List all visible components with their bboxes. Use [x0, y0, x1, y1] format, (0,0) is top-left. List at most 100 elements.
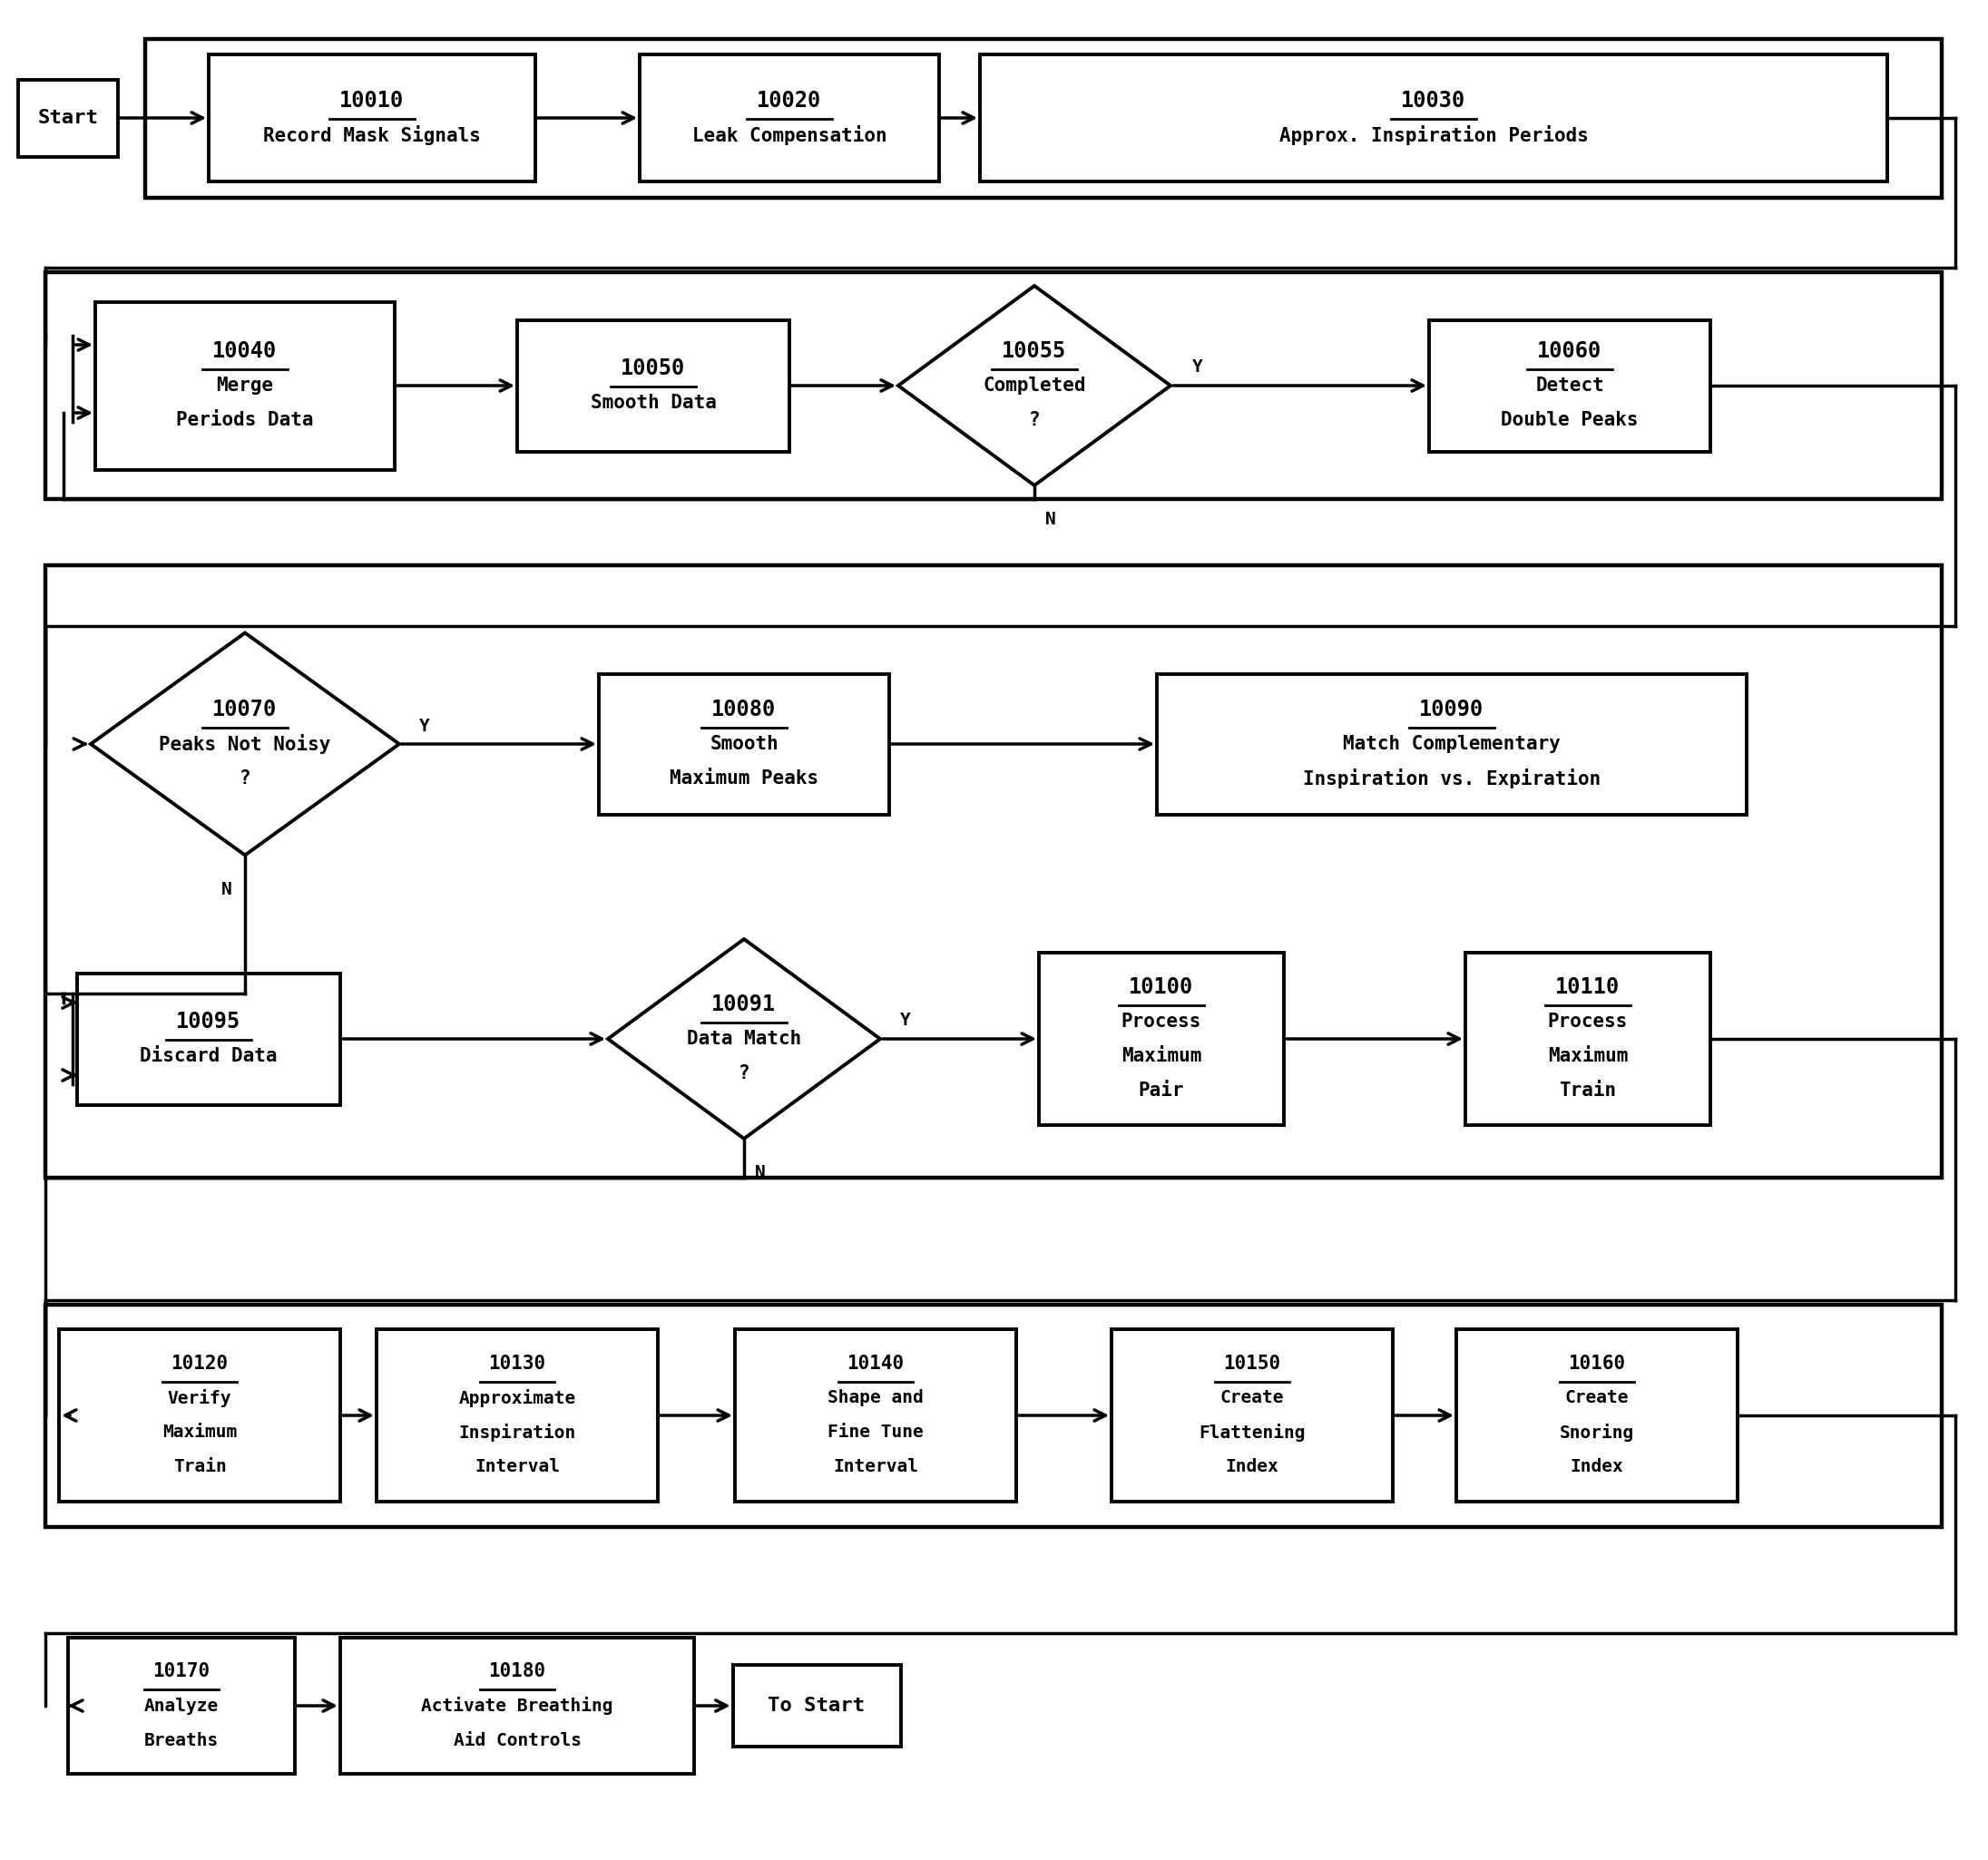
FancyBboxPatch shape: [46, 272, 1942, 498]
Text: 10090: 10090: [1419, 699, 1485, 720]
FancyBboxPatch shape: [209, 54, 535, 182]
Text: Y: Y: [419, 718, 429, 735]
Text: Completed: Completed: [982, 376, 1085, 394]
Text: Aid Controls: Aid Controls: [453, 1732, 580, 1748]
Text: Index: Index: [1225, 1458, 1278, 1475]
Text: Index: Index: [1571, 1458, 1624, 1475]
Text: 10080: 10080: [712, 699, 777, 720]
Text: 10040: 10040: [213, 340, 276, 363]
Text: Train: Train: [173, 1458, 227, 1475]
Text: Shape and: Shape and: [827, 1389, 924, 1406]
Text: 10095: 10095: [177, 1010, 241, 1032]
Text: 10120: 10120: [171, 1354, 229, 1373]
Text: Process: Process: [1549, 1012, 1628, 1030]
Text: Create: Create: [1221, 1389, 1284, 1406]
Text: Detect: Detect: [1535, 376, 1604, 394]
Text: 10060: 10060: [1537, 340, 1602, 363]
Text: Maximum: Maximum: [1549, 1047, 1628, 1066]
Polygon shape: [91, 632, 400, 856]
Text: 10030: 10030: [1402, 89, 1465, 112]
Text: 10100: 10100: [1129, 976, 1193, 999]
Text: 10180: 10180: [489, 1663, 547, 1680]
Text: Inspiration vs. Expiration: Inspiration vs. Expiration: [1302, 768, 1600, 789]
Polygon shape: [608, 939, 881, 1138]
FancyBboxPatch shape: [640, 54, 938, 182]
FancyBboxPatch shape: [598, 673, 889, 815]
FancyBboxPatch shape: [95, 301, 396, 469]
Text: Fine Tune: Fine Tune: [827, 1425, 924, 1442]
FancyBboxPatch shape: [736, 1330, 1016, 1501]
Text: Data Match: Data Match: [686, 1030, 801, 1047]
Text: 10055: 10055: [1002, 340, 1068, 363]
Text: Pair: Pair: [1139, 1081, 1185, 1099]
FancyBboxPatch shape: [1429, 320, 1710, 452]
Text: Approximate: Approximate: [459, 1389, 577, 1408]
Text: Merge: Merge: [217, 376, 274, 394]
Text: Verify: Verify: [167, 1389, 231, 1408]
FancyBboxPatch shape: [517, 320, 789, 452]
FancyBboxPatch shape: [734, 1665, 901, 1747]
FancyBboxPatch shape: [1040, 952, 1284, 1125]
Text: 10050: 10050: [620, 357, 686, 379]
Text: 10130: 10130: [489, 1354, 547, 1373]
Text: Discard Data: Discard Data: [139, 1047, 278, 1066]
Text: ?: ?: [1028, 411, 1040, 430]
FancyBboxPatch shape: [1157, 673, 1747, 815]
Text: 10170: 10170: [153, 1663, 211, 1680]
FancyBboxPatch shape: [1457, 1330, 1738, 1501]
Text: Maximum: Maximum: [163, 1425, 237, 1442]
Text: Interval: Interval: [475, 1458, 561, 1475]
Text: 10091: 10091: [712, 993, 777, 1016]
FancyBboxPatch shape: [46, 1304, 1942, 1527]
Polygon shape: [899, 286, 1171, 485]
Text: 10110: 10110: [1555, 976, 1620, 999]
Text: Smooth: Smooth: [710, 735, 779, 753]
Text: Approx. Inspiration Periods: Approx. Inspiration Periods: [1278, 125, 1588, 145]
Text: 10140: 10140: [847, 1354, 905, 1373]
Text: Interval: Interval: [833, 1458, 918, 1475]
Text: Train: Train: [1559, 1081, 1616, 1099]
Text: Maximum: Maximum: [1121, 1047, 1201, 1066]
FancyBboxPatch shape: [980, 54, 1887, 182]
Text: To Start: To Start: [767, 1696, 865, 1715]
Text: Peaks Not Noisy: Peaks Not Noisy: [159, 735, 330, 753]
Text: 10150: 10150: [1223, 1354, 1280, 1373]
Text: Activate Breathing: Activate Breathing: [421, 1696, 612, 1715]
Text: Snoring: Snoring: [1561, 1423, 1634, 1442]
FancyBboxPatch shape: [1111, 1330, 1394, 1501]
Text: N: N: [1046, 512, 1056, 528]
Text: Flattening: Flattening: [1199, 1423, 1306, 1442]
Text: Y: Y: [901, 1012, 911, 1029]
Text: 10160: 10160: [1569, 1354, 1626, 1373]
Text: Process: Process: [1121, 1012, 1201, 1030]
FancyBboxPatch shape: [60, 1330, 340, 1501]
Text: 10010: 10010: [340, 89, 404, 112]
Text: Periods Data: Periods Data: [177, 411, 314, 430]
Text: ?: ?: [239, 770, 250, 787]
Text: Inspiration: Inspiration: [459, 1423, 577, 1442]
Text: Breaths: Breaths: [145, 1732, 219, 1748]
Text: Leak Compensation: Leak Compensation: [692, 125, 887, 145]
FancyBboxPatch shape: [376, 1330, 658, 1501]
Text: Start: Start: [38, 110, 97, 126]
Text: Match Complementary: Match Complementary: [1344, 735, 1561, 753]
Text: ?: ?: [738, 1064, 749, 1083]
Text: 10070: 10070: [213, 699, 276, 720]
Text: Smooth Data: Smooth Data: [590, 394, 716, 411]
FancyBboxPatch shape: [340, 1637, 694, 1774]
FancyBboxPatch shape: [18, 80, 117, 156]
FancyBboxPatch shape: [1465, 952, 1710, 1125]
Text: Double Peaks: Double Peaks: [1501, 411, 1638, 430]
Text: Y: Y: [1193, 359, 1203, 376]
Text: N: N: [221, 882, 233, 898]
Text: Create: Create: [1565, 1389, 1628, 1406]
FancyBboxPatch shape: [78, 973, 340, 1105]
FancyBboxPatch shape: [145, 39, 1942, 197]
Text: N: N: [755, 1164, 765, 1181]
Text: Analyze: Analyze: [145, 1696, 219, 1715]
FancyBboxPatch shape: [46, 565, 1942, 1177]
Text: 10020: 10020: [757, 89, 821, 112]
FancyBboxPatch shape: [68, 1637, 294, 1774]
Text: Maximum Peaks: Maximum Peaks: [670, 770, 819, 787]
Text: Record Mask Signals: Record Mask Signals: [262, 125, 481, 145]
